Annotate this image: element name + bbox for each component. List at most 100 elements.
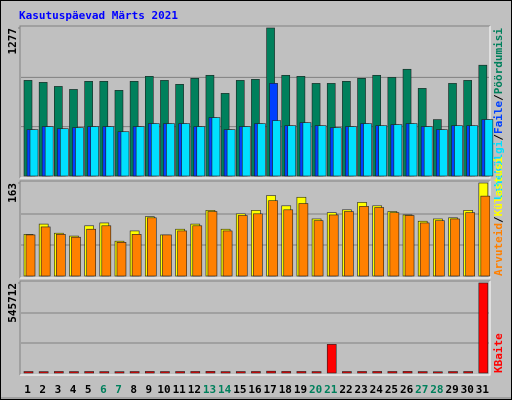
bar [129, 371, 140, 374]
bar [162, 234, 172, 277]
bar [281, 371, 292, 374]
x-tick-label: 18 [279, 383, 292, 396]
bar [71, 236, 81, 277]
bar [99, 371, 110, 374]
bar [328, 214, 339, 277]
x-tick-label: 25 [385, 383, 398, 396]
bar [450, 218, 460, 277]
bar [448, 371, 458, 374]
x-tick-label: 19 [294, 383, 307, 396]
bar [84, 371, 94, 374]
bar [116, 242, 127, 277]
bar [192, 225, 203, 277]
x-tick-label: 6 [100, 383, 107, 396]
bar [435, 220, 445, 277]
x-tick-label: 1 [24, 383, 31, 396]
bar [454, 125, 463, 177]
bar [146, 217, 157, 277]
x-tick-label: 12 [188, 383, 201, 396]
x-tick-label: 15 [233, 383, 246, 396]
bar [387, 371, 398, 374]
bar [120, 131, 130, 177]
bar [226, 129, 236, 177]
bar [298, 203, 309, 277]
bar [38, 371, 49, 374]
legend-separator: / [492, 216, 505, 223]
bar [287, 125, 297, 177]
bar [235, 371, 246, 374]
bar [177, 230, 187, 277]
x-tick-label: 31 [476, 383, 490, 396]
bar [56, 234, 66, 277]
bar [86, 228, 96, 277]
bar [60, 128, 69, 177]
bar [23, 371, 34, 374]
bar [241, 126, 251, 177]
bar [181, 123, 190, 177]
y-tick-label: 545712 [6, 283, 19, 323]
bar [302, 122, 312, 177]
bar [222, 230, 233, 277]
bar [326, 344, 337, 374]
bar [402, 371, 413, 374]
bar [257, 123, 266, 177]
x-tick-label: 17 [264, 383, 277, 396]
x-tick-label: 21 [324, 383, 338, 396]
bar [344, 211, 354, 277]
bar [374, 207, 385, 277]
bar [480, 195, 491, 277]
bar [408, 123, 418, 177]
bar [205, 371, 216, 374]
x-tick-label: 7 [115, 383, 122, 396]
bar [332, 127, 342, 177]
legend-separator: / [492, 94, 505, 101]
bar [296, 371, 307, 374]
bar [268, 200, 278, 277]
x-tick-label: 26 [400, 383, 414, 396]
bar [417, 371, 428, 374]
bar [251, 371, 261, 374]
bar [237, 215, 248, 277]
bar [478, 282, 489, 374]
legend-entry: Arvuteid [492, 223, 505, 276]
x-tick-label: 10 [157, 383, 170, 396]
legend-entry: Faile [492, 100, 505, 133]
bar [75, 127, 84, 177]
legend-entry: Külastusi [492, 156, 505, 216]
legend: Lehekülgi/Faile/Pöördumisi [492, 28, 505, 201]
panel-border-dark [19, 280, 490, 375]
bar [372, 371, 383, 374]
panel-border-dark [19, 25, 490, 178]
bar [29, 129, 39, 177]
bar [160, 371, 170, 374]
bar [469, 125, 478, 177]
legend-entry: KBaite [492, 333, 505, 373]
legend-entry: Pöördumisi [492, 28, 505, 95]
bar [433, 371, 443, 374]
x-tick-label: 3 [55, 383, 62, 396]
panel [20, 281, 490, 375]
bar [439, 129, 448, 177]
bar [175, 371, 185, 374]
bar [69, 371, 79, 374]
panel-border-light [20, 281, 491, 376]
bar [311, 371, 322, 374]
bar [404, 215, 415, 277]
x-tick-label: 11 [173, 383, 187, 396]
x-tick-label: 16 [248, 383, 262, 396]
x-tick-label: 13 [203, 383, 216, 396]
x-tick-label: 4 [70, 383, 77, 396]
x-tick-label: 28 [430, 383, 443, 396]
bar [253, 213, 263, 277]
bar [393, 124, 403, 177]
bar [131, 234, 142, 277]
x-tick-label: 20 [309, 383, 322, 396]
bar [196, 126, 206, 177]
bar [190, 371, 201, 374]
bar [272, 120, 281, 177]
x-tick-label: 9 [146, 383, 153, 396]
x-tick-label: 23 [355, 383, 368, 396]
legend: Arvuteid/Külastusi [492, 156, 505, 276]
chart-title: Kasutuspäevad Märts 2021 [19, 9, 178, 22]
bar [25, 234, 36, 277]
